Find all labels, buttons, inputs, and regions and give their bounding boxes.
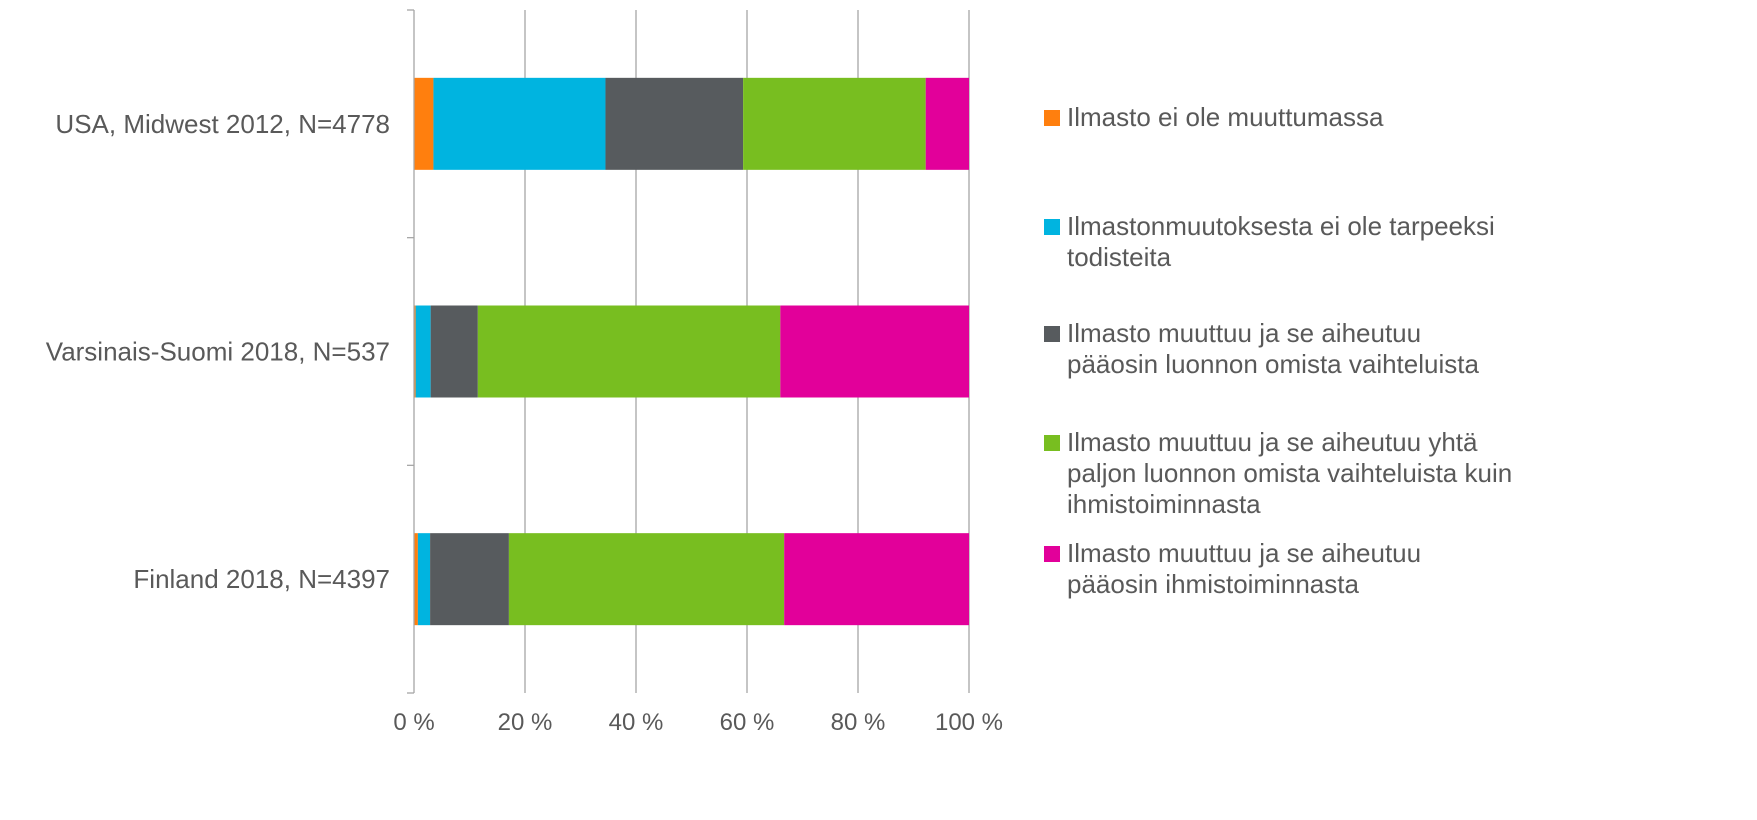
- legend-label: Ilmasto muuttuu ja se aiheutuu pääosin i…: [1067, 538, 1421, 600]
- bar-segment: [431, 306, 478, 398]
- bar-segment: [605, 78, 743, 170]
- bar-segment: [478, 306, 780, 398]
- x-tick-label: 0 %: [393, 709, 434, 736]
- x-tick-label: 60 %: [720, 709, 775, 736]
- x-tick-label: 100 %: [935, 709, 1003, 736]
- stacked-bar-chart: 0 % 20 % 40 % 60 % 80 % 100 % USA, Midwest 20…: [0, 0, 1040, 820]
- y-category-labels: USA, Midwest 2012, N=4778 Varsinais-Suomi…: [46, 109, 390, 594]
- legend-label: Ilmasto muuttuu ja se aiheutuu yhtä palj…: [1067, 427, 1512, 520]
- legend-swatch: [1044, 219, 1060, 235]
- bar-segment: [743, 78, 926, 170]
- x-tick-label: 40 %: [609, 709, 664, 736]
- legend-swatch: [1044, 110, 1060, 126]
- legend-label: Ilmasto muuttuu ja se aiheutuu pääosin l…: [1067, 318, 1479, 380]
- bar-segment: [414, 78, 433, 170]
- axes: [407, 10, 414, 693]
- legend-swatch: [1044, 326, 1060, 342]
- bar-segment: [926, 78, 969, 170]
- x-tick-label: 80 %: [831, 709, 886, 736]
- x-tick-labels: 0 % 20 % 40 % 60 % 80 % 100 %: [393, 709, 1003, 736]
- bar-segment: [430, 533, 509, 625]
- bar-segment: [784, 533, 969, 625]
- y-category-label: Varsinais-Suomi 2018, N=537: [46, 337, 390, 367]
- legend-label: Ilmastonmuutoksesta ei ole tarpeeksi tod…: [1067, 211, 1495, 273]
- y-category-label: Finland 2018, N=4397: [133, 564, 390, 594]
- y-category-label: USA, Midwest 2012, N=4778: [55, 109, 390, 139]
- bar-segment: [433, 78, 605, 170]
- bar-segment: [416, 306, 431, 398]
- bar-segment: [780, 306, 969, 398]
- bars: [414, 78, 969, 625]
- legend-label: Ilmasto ei ole muuttumassa: [1067, 102, 1383, 133]
- bar-segment: [418, 533, 430, 625]
- legend-swatch: [1044, 435, 1060, 451]
- legend-swatch: [1044, 546, 1060, 562]
- bar-segment: [509, 533, 784, 625]
- x-tick-label: 20 %: [498, 709, 553, 736]
